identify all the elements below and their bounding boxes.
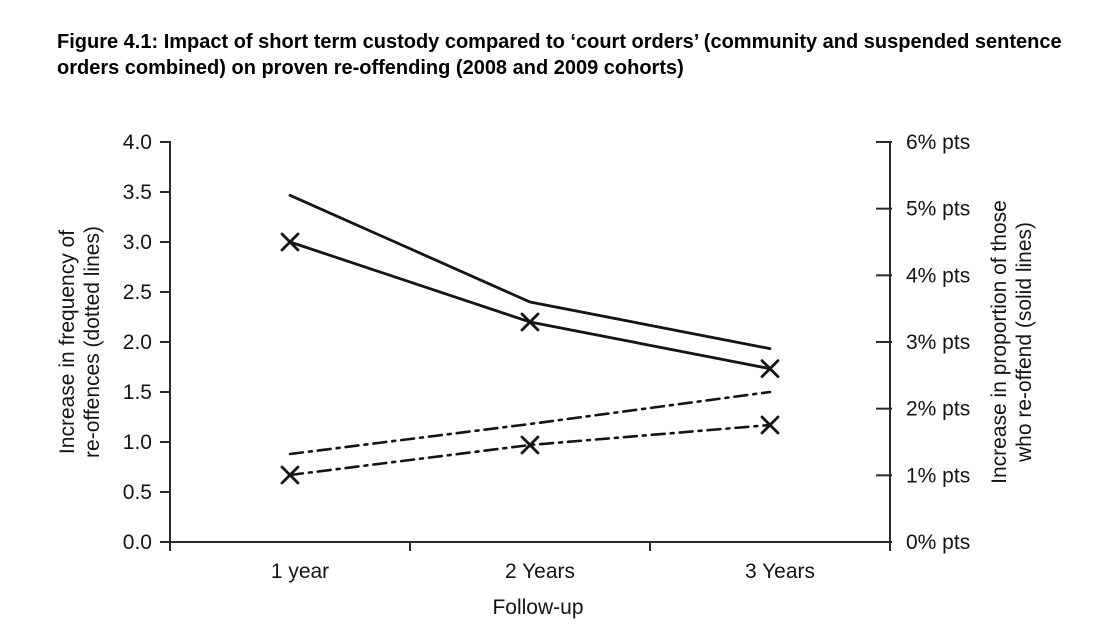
- series-line-proportion-re-offend-plain: [288, 193, 772, 351]
- y-left-tick-label: 3.0: [123, 231, 152, 254]
- tick-labels-group: 4.0 3.5 3.0 2.5 2.0 1.5 1.0 0.5 0.0 6% pts 5% pts 4…: [123, 131, 970, 583]
- y-left-tick-label: 0.5: [123, 481, 152, 504]
- right-axis-title-line2: who re-offend (solid lines): [1013, 222, 1036, 463]
- figure-title: Figure 4.1: Impact of short term custody…: [57, 31, 1062, 79]
- series-line-frequency-re-offences-plain: [288, 390, 772, 456]
- y-right-tick-label: 0% pts: [906, 531, 970, 554]
- y-left-tick-label: 2.5: [123, 281, 152, 304]
- x-marker: [280, 465, 300, 485]
- x-category-label: 1 year: [271, 560, 329, 583]
- left-axis-title-line2: re-offences (dotted lines): [81, 226, 104, 458]
- y-right-tick-label: 6% pts: [906, 131, 970, 154]
- y-right-tick-label: 1% pts: [906, 464, 970, 487]
- y-right-tick-label: 4% pts: [906, 264, 970, 287]
- x-category-label: 3 Years: [745, 560, 815, 583]
- y-left-tick-label: 3.5: [123, 181, 152, 204]
- series-group: [280, 193, 780, 485]
- series-line-frequency-re-offences-marked: [288, 423, 772, 477]
- x-marker: [760, 415, 780, 435]
- y-left-tick-label: 0.0: [123, 531, 152, 554]
- series-line-proportion-re-offend-marked: [288, 240, 772, 371]
- x-axis-title: Follow-up: [492, 596, 583, 619]
- y-left-tick-label: 1.0: [123, 431, 152, 454]
- x-marker: [760, 359, 780, 379]
- x-marker: [280, 232, 300, 252]
- x-category-label: 2 Years: [505, 560, 575, 583]
- axes-group: [160, 141, 892, 551]
- left-axis-title-line1: Increase in frequency of: [56, 230, 79, 454]
- x-marker: [520, 435, 540, 455]
- y-left-tick-label: 2.0: [123, 331, 152, 354]
- y-right-tick-label: 3% pts: [906, 331, 970, 354]
- right-axis-title-line1: Increase in proportion of those: [988, 200, 1011, 484]
- y-right-tick-label: 5% pts: [906, 198, 970, 221]
- y-left-tick-label: 1.5: [123, 381, 152, 404]
- y-right-tick-label: 2% pts: [906, 398, 970, 421]
- x-marker: [520, 312, 540, 332]
- y-left-tick-label: 4.0: [123, 131, 152, 154]
